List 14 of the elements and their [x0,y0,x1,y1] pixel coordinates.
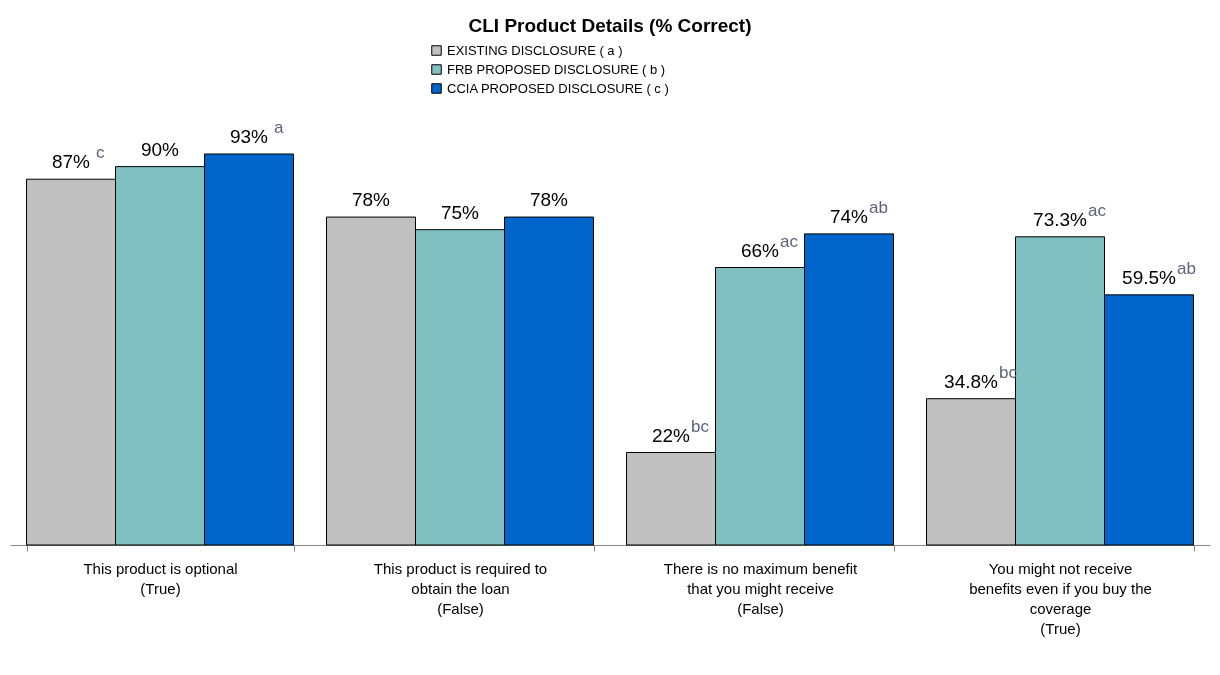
text: 93% a [229,118,284,147]
legend-label: FRB PROPOSED DISCLOSURE ( b ) [447,61,666,77]
data-label: 78% [529,189,569,211]
data-label: 75% [440,201,480,223]
text: 87% c [51,143,105,173]
x-tick-label: This product is required to obtain the loan (False) [373,559,548,617]
legend-label: EXISTING DISCLOSURE ( a ) [447,42,623,58]
legend-label: CCIA PROPOSED DISCLOSURE ( c ) [447,80,669,96]
x-tick-label: You might not receive benefits even if you buy the coverage (True) [969,559,1152,637]
x-tick-label: There is no maximum benefit that you might receive (False) [663,559,859,617]
data-label: 90% [140,138,180,160]
data-label: 78% [351,189,391,211]
chart-title: CLI Product Details (% Correct) [468,15,752,36]
x-tick-label: This product is optional (True) [83,559,238,597]
